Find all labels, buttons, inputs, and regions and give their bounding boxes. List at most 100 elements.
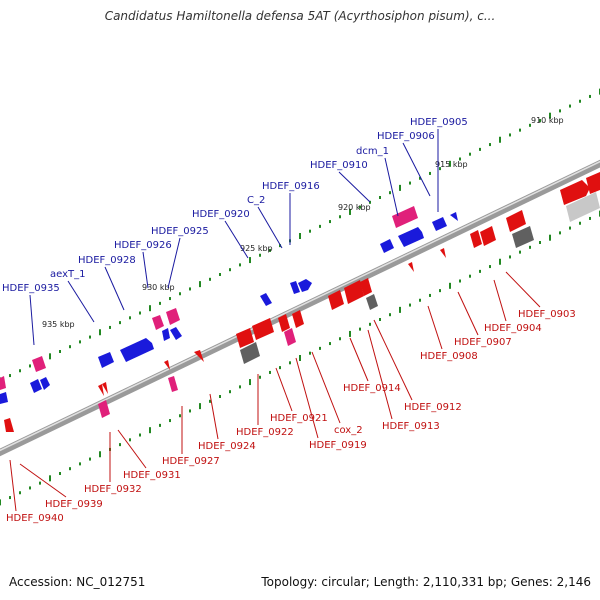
leader-line [117,429,147,469]
feature-hdef-0903[interactable] [560,180,590,205]
feature-hdef-0935b[interactable] [40,377,50,390]
feature-hdef-0924[interactable] [194,350,204,362]
feature-hdef-0925[interactable] [170,327,182,340]
feature-hdef-0914[interactable] [328,290,344,310]
feature-pseudo-2[interactable] [366,294,378,310]
feature-pseudo-4[interactable] [566,192,600,222]
label-hdef-0919[interactable]: HDEF_0919 [309,440,367,451]
inner-track-tick [0,499,1,506]
feature-hdef-0907b[interactable] [470,230,482,248]
label-hdef-0940[interactable]: HDEF_0940 [6,513,64,524]
feature-dcm-1[interactable] [398,227,424,247]
label-hdef-0920[interactable]: HDEF_0920 [192,209,250,220]
feature-hdef-0919[interactable] [278,314,290,332]
label-hdef-0912[interactable]: HDEF_0912 [404,402,462,413]
feature-hdef-0908b[interactable] [408,262,414,272]
inner-track-tick [189,409,191,413]
feature-hdef-0903b[interactable] [586,172,600,194]
label-hdef-0928[interactable]: HDEF_0928 [78,255,136,266]
feature-hdef-0920[interactable] [260,293,272,306]
feature-hdef-0912[interactable] [344,280,364,304]
feature-hdef-0932[interactable] [102,382,108,394]
feature-hdef-0935[interactable] [30,379,42,393]
outer-track-tick [409,181,411,185]
label-hdef-0925[interactable]: HDEF_0925 [151,226,209,237]
label-hdef-0913[interactable]: HDEF_0913 [382,421,440,432]
feature-hdef-0921[interactable] [252,318,274,340]
label-hdef-0907[interactable]: HDEF_0907 [454,337,512,348]
feature-hdef-0927[interactable] [164,360,170,370]
inner-track-tick [549,234,551,241]
inner-track-tick [9,496,11,500]
feature-rna-8[interactable] [0,376,6,390]
outer-track-tick [509,133,511,137]
feature-rna-4[interactable] [32,356,46,372]
label-hdef-0914[interactable]: HDEF_0914 [343,383,401,394]
feature-pseudo-1[interactable] [512,226,534,248]
inner-track-tick [139,433,141,437]
feature-hdef-0908[interactable] [440,248,446,258]
feature-rna-3[interactable] [152,315,164,330]
feature-hdef-0910[interactable] [380,239,394,253]
inner-track-tick [29,486,31,490]
outer-track-tick [499,136,501,143]
feature-hdef-0907[interactable] [480,226,496,246]
leader-line [275,367,293,412]
genome-summary-text: Topology: circular; Length: 2,110,331 bp… [261,575,591,589]
inner-track-tick [99,451,101,458]
feature-edge-blue[interactable] [0,392,8,404]
leader-line [457,291,479,336]
feature-hdef-0922[interactable] [236,328,254,348]
feature-hdef-0906[interactable] [432,217,447,231]
outer-track-tick [399,184,401,191]
feature-cox-2[interactable] [292,310,304,328]
label-hdef-0931[interactable]: HDEF_0931 [123,470,181,481]
feature-hdef-0931[interactable] [98,384,104,396]
label-cox-2[interactable]: cox_2 [334,425,363,436]
feature-hdef-0913[interactable] [360,278,372,296]
leader-line [505,271,541,308]
label-hdef-0906[interactable]: HDEF_0906 [377,131,435,142]
inner-track-tick [339,337,341,341]
label-hdef-0924[interactable]: HDEF_0924 [198,441,256,452]
label-dcm-1[interactable]: dcm_1 [356,146,389,157]
label-hdef-0935[interactable]: HDEF_0935 [2,283,60,294]
label-hdef-0939[interactable]: HDEF_0939 [45,499,103,510]
outer-track-tick [549,112,551,119]
label-hdef-0926[interactable]: HDEF_0926 [114,240,172,251]
label-hdef-0932[interactable]: HDEF_0932 [84,484,142,495]
leader-line [257,206,283,249]
feature-rna-5[interactable] [284,328,296,346]
label-hdef-0910[interactable]: HDEF_0910 [310,160,368,171]
label-hdef-0905[interactable]: HDEF_0905 [410,117,468,128]
feature-pseudo-3[interactable] [240,342,260,364]
label-hdef-0916[interactable]: HDEF_0916 [262,181,320,192]
outer-track-tick [329,220,331,224]
feature-hdef-0916[interactable] [298,279,312,292]
feature-hdef-0904[interactable] [506,210,526,232]
outer-track-tick [359,205,361,209]
label-hdef-0927[interactable]: HDEF_0927 [162,456,220,467]
label-hdef-0908[interactable]: HDEF_0908 [420,351,478,362]
feature-hdef-0928[interactable] [98,352,114,368]
feature-rna-1[interactable] [392,206,418,228]
inner-track-tick [89,457,91,461]
feature-rna-2[interactable] [166,308,180,325]
label-c-2[interactable]: C_2 [247,195,265,206]
feature-hdef-0939[interactable] [4,418,14,432]
outer-track-tick [9,374,11,378]
label-hdef-0904[interactable]: HDEF_0904 [484,323,542,334]
label-hdef-0922[interactable]: HDEF_0922 [236,427,294,438]
feature-rna-6[interactable] [168,376,178,392]
label-hdef-0921[interactable]: HDEF_0921 [270,413,328,424]
leader-line [402,142,431,197]
feature-aext-1[interactable] [120,338,154,362]
feature-hdef-0905[interactable] [450,212,458,221]
label-aext-1[interactable]: aexT_1 [50,269,86,280]
feature-c-2[interactable] [290,281,300,294]
feature-rna-7[interactable] [98,400,110,418]
feature-hdef-0926[interactable] [162,328,170,341]
label-hdef-0903[interactable]: HDEF_0903 [518,309,576,320]
